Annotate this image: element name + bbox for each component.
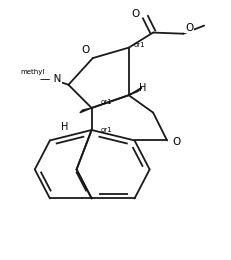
Text: N: N	[54, 76, 62, 86]
Text: H: H	[61, 122, 68, 132]
Text: O: O	[81, 45, 90, 55]
Text: or1: or1	[100, 99, 112, 105]
Text: H: H	[139, 83, 146, 93]
Text: O: O	[131, 9, 139, 20]
Polygon shape	[79, 108, 91, 113]
Polygon shape	[128, 87, 141, 95]
Text: — N: — N	[40, 74, 61, 84]
Text: or1: or1	[133, 42, 144, 48]
Text: or1: or1	[100, 127, 112, 133]
Text: O: O	[171, 137, 180, 147]
Text: O: O	[184, 23, 192, 33]
Text: methyl: methyl	[20, 69, 45, 75]
